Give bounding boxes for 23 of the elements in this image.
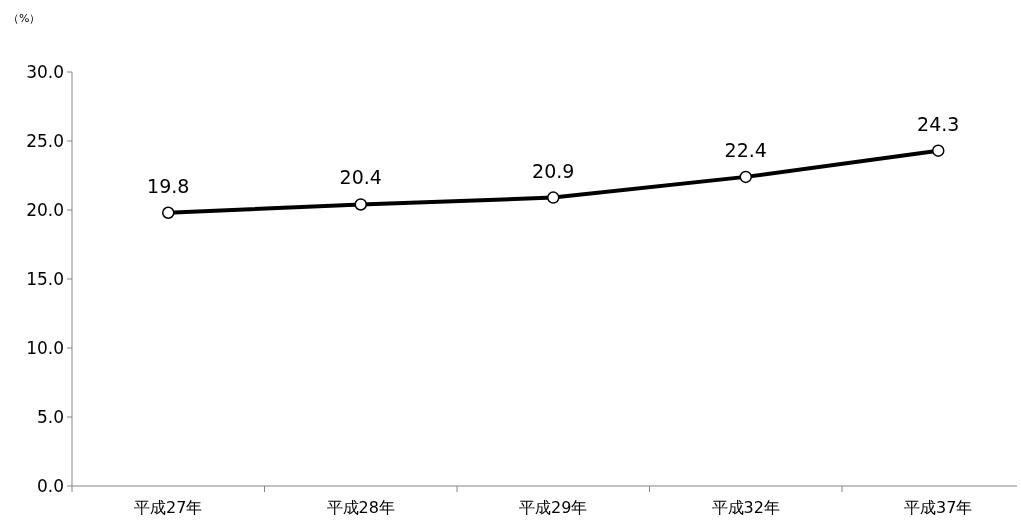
y-tick-label: 30.0 bbox=[26, 62, 64, 82]
x-tick-label: 平成37年 bbox=[904, 498, 973, 517]
y-tick-label: 5.0 bbox=[36, 407, 64, 427]
point bbox=[547, 191, 560, 204]
x-tick-label: 平成32年 bbox=[711, 498, 780, 517]
x-tick-label: 平成29年 bbox=[519, 498, 588, 517]
x-tick-label: 平成27年 bbox=[134, 498, 203, 517]
y-tick-label: 10.0 bbox=[26, 338, 64, 358]
data-label: 24.3 bbox=[917, 112, 960, 135]
data-label: 22.4 bbox=[724, 138, 767, 161]
y-tick-label: 25.0 bbox=[26, 131, 64, 151]
point bbox=[739, 170, 752, 184]
data-label: 20.9 bbox=[532, 159, 575, 182]
point bbox=[162, 206, 175, 220]
data-label: 19.8 bbox=[147, 174, 190, 197]
y-tick-label: 20.0 bbox=[26, 200, 64, 220]
y-tick-label: 15.0 bbox=[26, 269, 64, 289]
x-tick-label: 平成28年 bbox=[326, 498, 395, 517]
y-tick-label: 0.0 bbox=[36, 476, 64, 496]
point bbox=[932, 144, 945, 157]
y-axis-title: （%） bbox=[8, 12, 41, 25]
data-label: 20.4 bbox=[339, 166, 382, 189]
point bbox=[354, 198, 367, 211]
